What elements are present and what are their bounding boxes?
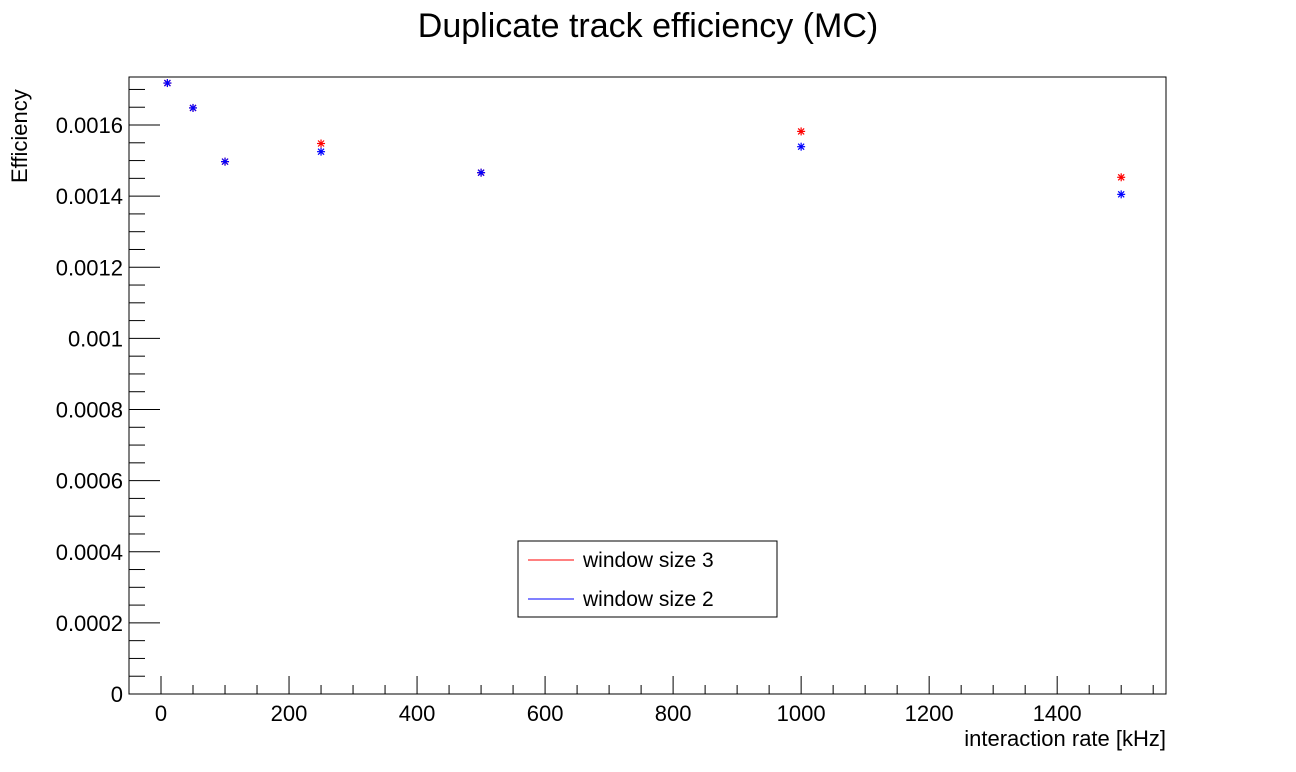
data-point-series-2 — [317, 147, 326, 156]
x-tick-label: 1400 — [1033, 701, 1082, 726]
y-tick-label: 0.0014 — [56, 184, 123, 209]
data-point-series-2 — [189, 103, 198, 112]
x-tick-label: 1000 — [777, 701, 826, 726]
y-axis: 0 0.0002 0.0004 0.0006 0.0008 0.001 0.0012 0.00… — [56, 88, 160, 707]
y-tick-label: 0.0008 — [56, 398, 123, 423]
x-tick-label: 200 — [271, 701, 308, 726]
data-point-series-2 — [221, 157, 230, 166]
legend-label-window-size-3: window size 3 — [582, 549, 714, 572]
y-tick-label: 0.0016 — [56, 113, 123, 138]
data-point-series-2 — [797, 142, 806, 151]
y-axis-label: Efficiency — [7, 89, 32, 183]
y-tick-label: 0.0002 — [56, 611, 123, 636]
data-points — [163, 79, 1126, 199]
data-point-series-1 — [797, 127, 806, 136]
data-point-series-2 — [1117, 190, 1126, 199]
data-point-series-1 — [1117, 173, 1126, 182]
x-tick-label: 1200 — [905, 701, 954, 726]
data-point-series-1 — [317, 139, 326, 148]
data-point-series-2 — [163, 79, 172, 88]
x-axis: 0 200 400 600 800 1000 1200 1400 — [128, 676, 1154, 726]
data-point-series-2 — [477, 168, 486, 177]
y-tick-label: 0.0004 — [56, 540, 123, 565]
y-tick-label: 0.0006 — [56, 469, 123, 494]
x-tick-label: 400 — [399, 701, 436, 726]
x-axis-label: interaction rate [kHz] — [964, 726, 1166, 751]
plot-frame — [128, 76, 1167, 695]
legend: window size 3 window size 2 — [517, 540, 778, 618]
legend-label-window-size-2: window size 2 — [582, 588, 714, 611]
x-tick-label: 600 — [527, 701, 564, 726]
x-tick-label: 0 — [155, 701, 167, 726]
y-tick-label: 0.001 — [68, 326, 123, 351]
chart-title: Duplicate track efficiency (MC) — [418, 7, 878, 45]
y-tick-label: 0.0012 — [56, 255, 123, 280]
legend-box — [517, 540, 778, 618]
y-tick-label: 0 — [111, 682, 123, 707]
x-tick-label: 800 — [655, 701, 692, 726]
